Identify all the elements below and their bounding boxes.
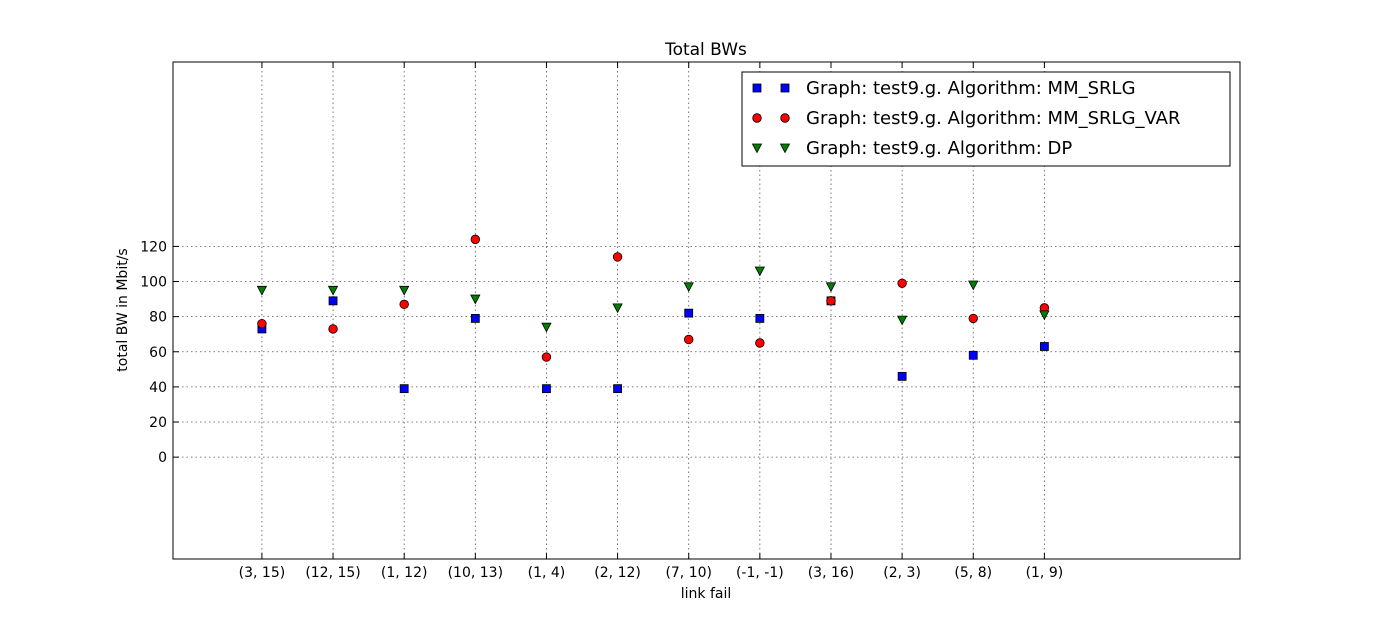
legend-label: Graph: test9.g. Algorithm: DP (806, 138, 1072, 159)
data-point (612, 303, 623, 314)
data-point (826, 296, 836, 306)
x-tick-label: (10, 13) (448, 565, 503, 581)
legend-box (741, 71, 1231, 167)
chart-title: Total BWs (664, 40, 747, 60)
data-point (683, 282, 694, 293)
data-point (399, 384, 409, 394)
series-layer (256, 234, 1050, 394)
data-point (1039, 342, 1049, 351)
data-point (541, 322, 552, 333)
x-tick-label: (3, 16) (808, 565, 855, 581)
plot-area-frame (172, 61, 1241, 560)
data-point (825, 282, 837, 293)
x-tick-label: (2, 12) (594, 565, 641, 581)
data-point (897, 371, 907, 381)
data-point (755, 338, 765, 348)
legend-marker (780, 113, 790, 123)
data-point (968, 313, 978, 324)
data-point (328, 296, 338, 306)
data-point (968, 350, 978, 360)
x-tick-label: (12, 15) (305, 565, 360, 581)
y-tick-label: 80 (149, 310, 167, 326)
axis-ticks: (3, 15) (12, 15) (1, 12) (10, 13) (1, 4) (2, … (140, 62, 1240, 581)
data-point (470, 234, 481, 245)
data-point (968, 280, 979, 291)
y-axis-label: total BW in Mbit/s (115, 248, 131, 371)
y-tick-label: 40 (149, 380, 167, 396)
data-point (897, 278, 907, 288)
data-point (754, 266, 766, 277)
data-point (1039, 310, 1050, 321)
x-tick-label: (-1, -1) (736, 565, 784, 581)
y-tick-label: 120 (140, 239, 167, 255)
data-point (470, 294, 481, 305)
series-square (257, 296, 1049, 394)
legend-marker (780, 83, 790, 93)
y-tick-label: 20 (149, 415, 167, 431)
data-point (470, 314, 480, 323)
legend-label: Graph: test9.g. Algorithm: MM_SRLG (806, 78, 1136, 99)
data-point (613, 384, 622, 394)
x-tick-label: (5, 8) (954, 565, 992, 581)
data-point (541, 352, 552, 362)
y-tick-label: 100 (140, 275, 167, 291)
data-point (399, 299, 409, 310)
legend-marker (751, 143, 763, 154)
data-point (612, 252, 623, 262)
y-tick-label: 60 (149, 345, 167, 361)
legend-marker (752, 83, 762, 93)
x-axis-label: link fail (681, 586, 732, 602)
data-point (256, 285, 268, 296)
data-point (684, 308, 694, 318)
y-tick-label: 0 (158, 450, 167, 466)
x-tick-label: (1, 9) (1026, 565, 1064, 581)
data-point (257, 318, 267, 329)
data-point (399, 285, 410, 296)
x-tick-label: (7, 10) (665, 565, 712, 581)
data-point (328, 324, 338, 334)
x-tick-label: (2, 3) (883, 565, 921, 581)
data-point (542, 384, 551, 394)
data-point (684, 334, 694, 345)
series-triangle-down (256, 266, 1050, 333)
legend-marker (779, 143, 791, 154)
legend: Graph: test9.g. Algorithm: MM_SRLG Graph:… (741, 71, 1231, 167)
legend-label: Graph: test9.g. Algorithm: MM_SRLG_VAR (806, 108, 1181, 129)
legend-marker (752, 113, 762, 123)
series-circle (257, 234, 1050, 362)
x-tick-label: (3, 15) (239, 565, 286, 581)
x-tick-label: (1, 12) (381, 565, 428, 581)
data-point (896, 315, 908, 326)
data-point (755, 314, 765, 323)
data-point (327, 285, 339, 296)
x-tick-label: (1, 4) (528, 565, 566, 581)
